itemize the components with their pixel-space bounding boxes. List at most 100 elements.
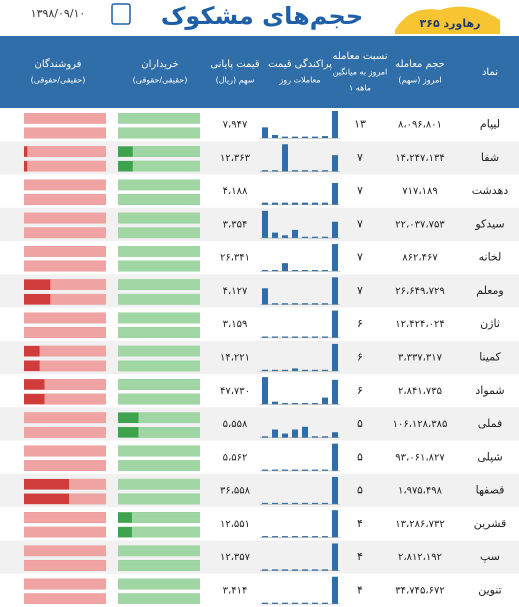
price: ۱۴،۲۲۱ [220, 353, 250, 364]
ratio: ۴ [357, 550, 363, 563]
ratio: ۷ [357, 184, 363, 197]
column-header: امروز به میانگین [333, 67, 388, 77]
buyers-real [118, 493, 200, 505]
dist-bar [302, 369, 308, 372]
sellers-real [24, 212, 106, 224]
dist-bar [282, 202, 288, 205]
column-header: نماد [482, 67, 498, 78]
logo: رهاورد ۳۶۵ [420, 17, 481, 30]
sellers-real [44, 393, 106, 405]
dist-bar [302, 136, 308, 139]
ratio: ۷ [357, 217, 363, 230]
dist-bar [282, 469, 288, 471]
sellers-real [24, 194, 106, 205]
column-header: معاملات روز [278, 76, 320, 85]
price: ۳۶،۵۵۸ [220, 486, 251, 497]
dist-bar [282, 144, 288, 172]
column-header: (حقیقی/حقوقی) [133, 76, 188, 85]
dist-bar [332, 244, 338, 272]
ratio: ۷ [357, 151, 363, 164]
dist-bar [262, 210, 268, 239]
price: ۱۲،۳۶۳ [220, 153, 251, 164]
symbol: لیپام [480, 118, 500, 131]
dist-bar [262, 602, 268, 604]
dist-bar [292, 429, 298, 438]
dist-bar [292, 368, 298, 372]
buyers-real [118, 327, 200, 338]
sellers-real [24, 526, 106, 538]
sellers-real [24, 113, 106, 124]
symbol: سیدکو [474, 217, 504, 230]
dist-bar [282, 263, 288, 272]
dist-bar [292, 602, 298, 604]
dist-bar [262, 269, 268, 272]
sellers-real [24, 412, 106, 424]
sellers-real [27, 160, 107, 172]
dist-bar [332, 221, 338, 239]
ratio: ۵ [357, 450, 363, 463]
buyers-real [118, 293, 200, 305]
price: ۲۶،۳۴۱ [220, 253, 250, 264]
column-header: امروز (سهم) [398, 76, 441, 85]
dist-bar [312, 569, 318, 571]
dist-bar [322, 569, 328, 571]
dist-bar [262, 436, 268, 438]
buyers-real [138, 412, 200, 424]
dist-bar [272, 401, 278, 405]
dist-bar [262, 377, 268, 405]
dist-bar [322, 136, 328, 139]
column-header: قیمت پایانی [210, 59, 260, 70]
buyers-real [118, 179, 200, 191]
symbol: ومعلم [476, 284, 503, 297]
dist-bar [322, 436, 328, 438]
dist-bar [292, 469, 298, 471]
ratio: ۷ [357, 284, 363, 297]
title: حجم‌های مشکوک [161, 2, 363, 30]
dist-bar [272, 502, 278, 505]
volume: ۲،۸۴۱،۷۳۵ [398, 386, 442, 397]
dist-bar [332, 155, 338, 172]
sellers-bg [24, 493, 106, 505]
dist-bar [332, 182, 338, 205]
dist-bar [332, 310, 338, 338]
dist-bar [322, 336, 328, 338]
sellers-real [24, 127, 106, 139]
column-header: حجم معامله [395, 59, 445, 70]
dist-bar [322, 602, 328, 604]
ratio: ۱۳ [354, 118, 366, 131]
ratio: ۴ [357, 583, 363, 596]
dist-bar [302, 569, 308, 571]
buyers-real [132, 160, 200, 172]
dist-bar [302, 602, 308, 604]
sellers-real [24, 545, 106, 557]
ratio: ۵ [357, 484, 363, 497]
buyers-real [138, 427, 200, 438]
table-header-bg [0, 36, 519, 108]
price: ۳،۱۵۹ [223, 319, 248, 330]
sellers-real [39, 345, 106, 357]
dist-bar [272, 569, 278, 571]
dist-bar [312, 403, 318, 405]
price: ۵،۵۶۲ [223, 452, 248, 463]
buyers-real [118, 379, 200, 390]
dist-bar [322, 397, 328, 405]
dist-bar [262, 369, 268, 372]
dist-bar [302, 303, 308, 305]
dist-bar [272, 429, 278, 438]
date: ۱۳۹۸/۰۹/۱۰ [31, 7, 86, 20]
dist-bar [302, 426, 308, 438]
sellers-real [24, 460, 106, 471]
dist-bar [262, 502, 268, 505]
dist-bar [282, 336, 288, 338]
buyers-real [118, 460, 200, 471]
dist-bar [312, 502, 318, 505]
dist-bar [332, 543, 338, 571]
symbol: قشرین [474, 517, 507, 530]
sellers-real [24, 260, 106, 272]
volume: ۲۶،۶۴۹،۷۲۹ [395, 286, 444, 297]
dist-bar [332, 111, 338, 139]
volume: ۹۳،۰۶۱،۸۲۷ [395, 452, 445, 463]
dist-bar [272, 469, 278, 471]
dist-bar [292, 536, 298, 538]
buyers-real [118, 212, 200, 224]
